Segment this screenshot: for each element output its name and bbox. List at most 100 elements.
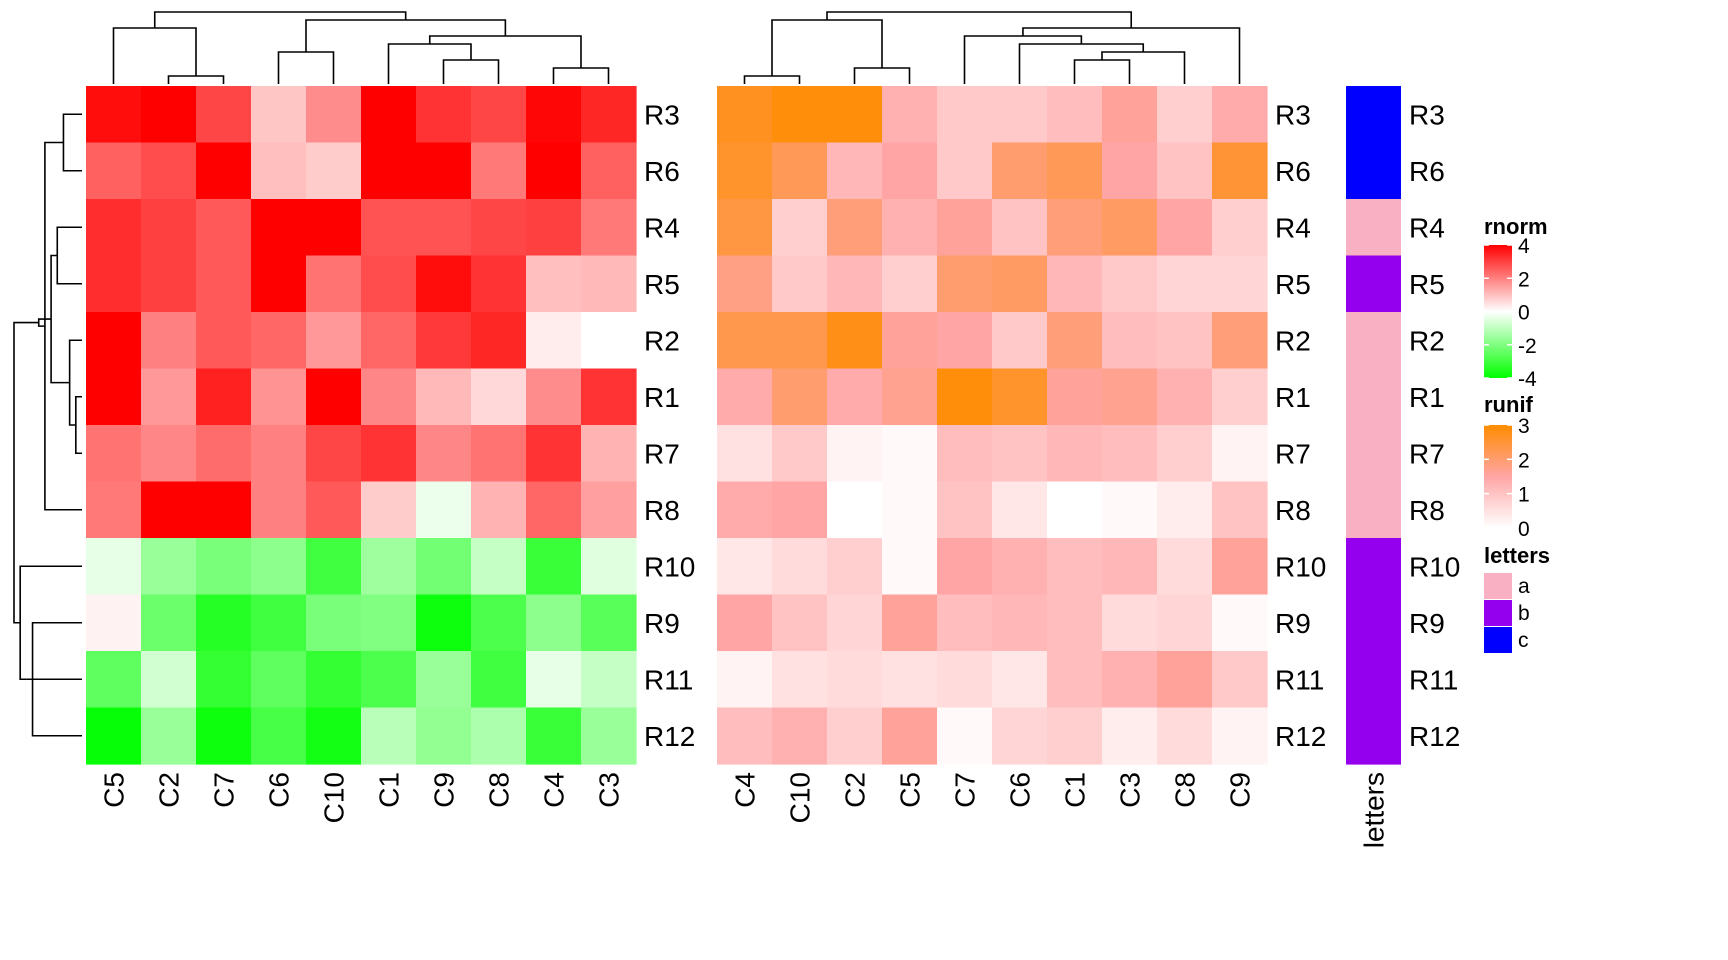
heatmap-cell — [306, 86, 362, 144]
heatmap-cell — [772, 255, 828, 313]
dendrogram-branch — [442, 59, 500, 84]
dendrogram-branch — [37, 318, 52, 327]
heatmap-cell — [992, 142, 1048, 200]
column-label: C3 — [1115, 772, 1146, 808]
row-label: R11 — [1275, 664, 1324, 695]
row-label: R12 — [644, 721, 695, 752]
heatmap-cell — [1157, 255, 1213, 313]
heatmap-cell — [526, 707, 582, 765]
heatmap-cell — [196, 368, 252, 426]
heatmap-cell — [1047, 312, 1103, 370]
heatmap-cell — [937, 199, 993, 257]
heatmap-cell — [1047, 481, 1103, 539]
row-label: R6 — [1275, 156, 1311, 187]
heatmap-cell — [361, 538, 417, 596]
heatmap-cell — [416, 538, 472, 596]
heatmap-cell — [1047, 86, 1103, 144]
heatmap-cell — [1157, 368, 1213, 426]
heatmap-cell — [251, 594, 307, 652]
annotation-cell — [1346, 481, 1401, 539]
heatmap-cell — [86, 312, 142, 370]
heatmap-cell — [1157, 651, 1213, 709]
heatmap-cell — [992, 594, 1048, 652]
annotation-cell — [1346, 142, 1401, 200]
heatmap-cell — [827, 707, 883, 765]
heatmap-cell — [581, 142, 637, 200]
heatmap-cell — [141, 199, 197, 257]
heatmap-cell — [882, 538, 938, 596]
legend-tick-label: 4 — [1518, 235, 1530, 258]
row-label: R11 — [644, 664, 693, 695]
row-label: R10 — [644, 551, 695, 582]
column-label: C1 — [1060, 772, 1091, 808]
heatmap-cell — [1212, 538, 1268, 596]
dendrogram-branch — [743, 75, 801, 84]
heatmap-cell — [471, 538, 527, 596]
heatmap-cell — [306, 707, 362, 765]
row-label: R7 — [1409, 438, 1445, 469]
heatmap-cell — [526, 594, 582, 652]
dendrogram-branch — [853, 67, 911, 84]
heatmap-runif: R3 R6 R4 R5 R2 R1 R7 R8 R10 R9 R11 R12 C4 C10 C2 C5 C7 C6… — [717, 86, 1326, 823]
heatmap-cell — [141, 707, 197, 765]
row-label: R12 — [1275, 721, 1326, 752]
dendrogram-branch — [13, 321, 39, 624]
heatmap-cell — [361, 425, 417, 483]
heatmap-cell — [581, 199, 637, 257]
heatmap-cell — [1157, 594, 1213, 652]
heatmap-cell — [1212, 255, 1268, 313]
row-dendrogram-rnorm — [13, 113, 82, 737]
heatmap-cell — [306, 425, 362, 483]
heatmap-cell — [1047, 142, 1103, 200]
heatmap-cell — [86, 255, 142, 313]
row-label: R10 — [1409, 551, 1460, 582]
heatmap-cell — [882, 86, 938, 144]
heatmap-cell — [86, 199, 142, 257]
heatmap-cell — [306, 142, 362, 200]
heatmap-cell — [717, 651, 773, 709]
heatmap-cell — [1157, 86, 1213, 144]
heatmap-cell — [937, 86, 993, 144]
heatmap-cell — [1212, 86, 1268, 144]
heatmap-cell — [471, 255, 527, 313]
heatmap-cell — [196, 142, 252, 200]
row-label: R6 — [1409, 156, 1445, 187]
heatmap-cell — [827, 594, 883, 652]
row-label: R8 — [1409, 495, 1445, 526]
heatmap-cell — [937, 142, 993, 200]
heatmap-cell — [581, 368, 637, 426]
heatmap-cell — [526, 312, 582, 370]
heatmap-cell — [86, 86, 142, 144]
dendrogram-branch — [826, 11, 1133, 28]
dendrogram-branch — [552, 67, 610, 84]
legend-tick-label: -2 — [1518, 335, 1537, 358]
heatmap-cell — [1102, 651, 1158, 709]
legend-item-label: b — [1518, 602, 1530, 625]
annotation-cell — [1346, 651, 1401, 709]
heatmap-cell — [772, 651, 828, 709]
heatmap-cell — [416, 651, 472, 709]
heatmap-cell — [882, 255, 938, 313]
heatmap-cell — [882, 707, 938, 765]
heatmap-cell — [937, 481, 993, 539]
heatmap-cell — [416, 255, 472, 313]
row-label: R5 — [1275, 269, 1311, 300]
heatmap-cell — [882, 651, 938, 709]
heatmap-cell — [827, 425, 883, 483]
heatmap-cell — [251, 425, 307, 483]
heatmap-cell — [306, 651, 362, 709]
row-label: R1 — [644, 382, 680, 413]
heatmap-cell — [251, 312, 307, 370]
heatmap-cell — [992, 312, 1048, 370]
dendrogram-branch — [1101, 51, 1186, 84]
heatmap-cell — [1047, 538, 1103, 596]
heatmap-cell — [526, 86, 582, 144]
heatmap-cell — [1212, 594, 1268, 652]
heatmap-cell — [306, 312, 362, 370]
heatmap-cell — [1047, 368, 1103, 426]
legend-tick-label: 0 — [1518, 302, 1530, 325]
dendrogram-branch — [1018, 43, 1145, 84]
heatmap-cell — [471, 142, 527, 200]
